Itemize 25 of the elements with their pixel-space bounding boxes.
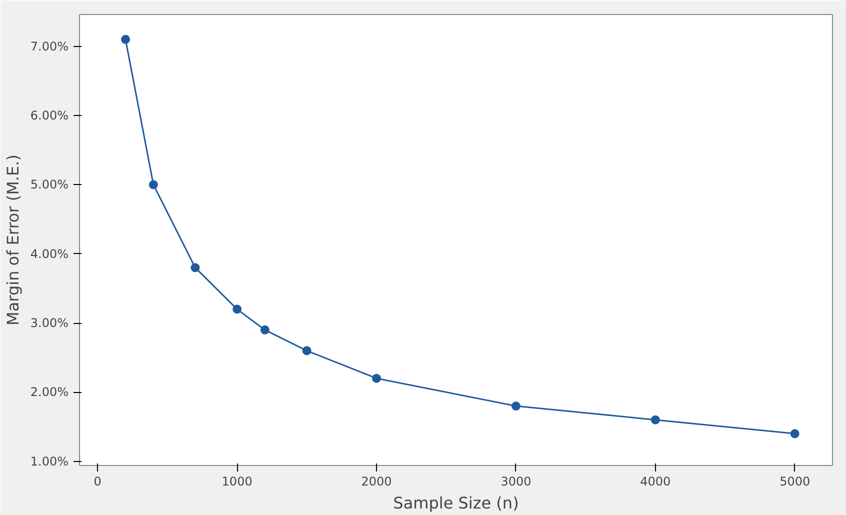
y-tick-label: 4.00% (30, 246, 69, 261)
x-axis-title: Sample Size (n) (393, 494, 519, 512)
point (148, 180, 158, 190)
y-tick-label: 7.00% (30, 39, 69, 54)
x-tick-label: 2000 (361, 474, 392, 488)
y-tick-label: 1.00% (30, 454, 69, 468)
point (790, 429, 800, 438)
x-tick-label: 0 (94, 474, 102, 488)
x-tick-label: 1000 (222, 474, 252, 488)
point (121, 34, 130, 44)
point (232, 304, 242, 314)
point (511, 402, 520, 411)
x-tick-label: 3000 (500, 474, 532, 488)
x-tick-label: 4000 (640, 474, 671, 488)
y-tick-label: 2.00% (30, 385, 69, 400)
y-tick-label: 3.00% (30, 316, 69, 330)
point (190, 263, 200, 272)
y-tick-label: 5.00% (30, 178, 69, 192)
point (372, 374, 382, 383)
y-axis-title: Margin of Error (M.E.) (3, 154, 22, 326)
y-tick-label: 6.00% (30, 108, 69, 122)
point (650, 415, 660, 424)
x-tick-label: 5000 (780, 474, 810, 488)
point (260, 325, 270, 334)
point (302, 346, 312, 356)
